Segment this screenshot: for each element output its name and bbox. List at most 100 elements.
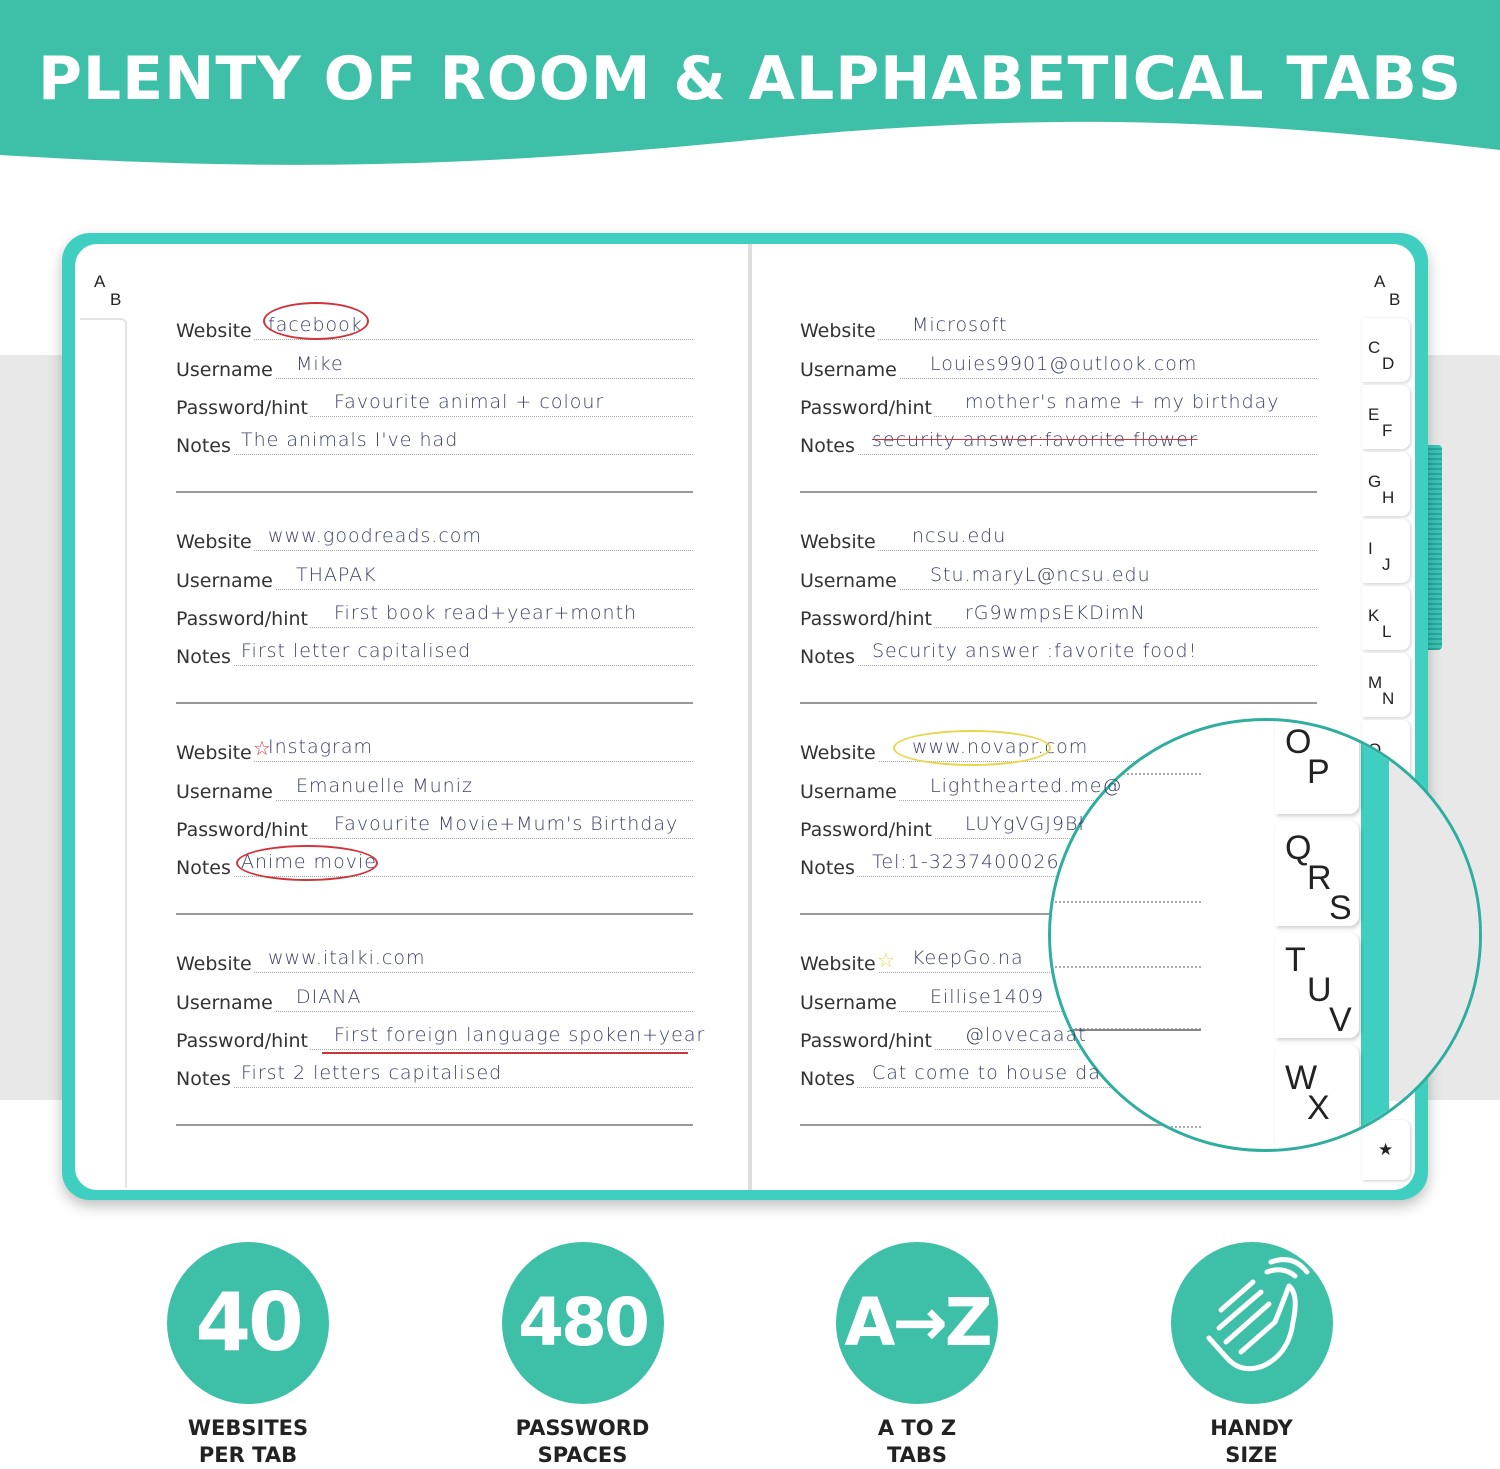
feature-label: WEBSITES PER TAB xyxy=(128,1415,368,1469)
tab-b[interactable]: B xyxy=(1389,290,1401,309)
feature-label-line1: HANDY xyxy=(1210,1416,1293,1440)
tab-letter: C xyxy=(1368,338,1381,357)
notes-value[interactable]: Tel:1-3237400026 xyxy=(872,851,1060,873)
tab-letter: W xyxy=(1285,1059,1318,1097)
notes-label: Notes xyxy=(800,857,857,879)
tab-letter: E xyxy=(1368,405,1380,424)
password-value[interactable]: Favourite animal + colour xyxy=(334,391,605,413)
feature-badge: 480 xyxy=(501,1242,664,1404)
left-tab-b[interactable]: B xyxy=(110,290,122,309)
entry-separator xyxy=(176,1124,693,1126)
password-value[interactable]: mother's name + my birthday xyxy=(965,391,1280,413)
tab-letter: P xyxy=(1307,753,1330,791)
username-value[interactable]: THAPAK xyxy=(296,564,377,586)
password-value[interactable]: First foreign language spoken+year xyxy=(334,1024,706,1046)
tab-letter: K xyxy=(1368,606,1380,625)
website-value[interactable]: www.italki.com xyxy=(268,947,426,969)
header-banner xyxy=(0,0,1500,165)
tab-letter: Q xyxy=(1285,829,1312,867)
tab-letter: S xyxy=(1329,889,1352,927)
website-label: Website xyxy=(176,953,254,975)
entry-separator xyxy=(176,491,693,493)
entry-line xyxy=(800,838,1200,839)
magnified-dotline xyxy=(1051,1126,1201,1128)
tab-letter: H xyxy=(1382,488,1395,507)
website-value[interactable]: Microsoft xyxy=(912,314,1008,336)
feature-badge: A→Z xyxy=(836,1242,998,1404)
tab-a[interactable]: A xyxy=(1374,272,1386,291)
password-value[interactable]: rG9wmpsEKDimN xyxy=(965,602,1146,624)
website-row: Website facebook xyxy=(176,312,693,342)
feature-label-line1: WEBSITES xyxy=(187,1416,309,1440)
password-row: Password/hint First book read+year+month xyxy=(176,600,693,630)
entry-line xyxy=(800,589,1317,590)
notes-value[interactable]: security answer:favorite flower xyxy=(872,429,1198,451)
website-value[interactable]: ncsu.edu xyxy=(912,525,1007,547)
notes-value[interactable]: Security answer :favorite food! xyxy=(872,640,1198,662)
magnified-cover xyxy=(1361,721,1389,1149)
tab-letter: M xyxy=(1368,673,1383,692)
website-value[interactable]: www.goodreads.com xyxy=(268,525,482,547)
username-label: Username xyxy=(176,781,275,803)
website-row: Website Microsoft xyxy=(800,312,1317,342)
password-value[interactable]: LUYgVGJ9Bł xyxy=(965,813,1085,835)
magnified-separator xyxy=(1051,1029,1201,1031)
password-value[interactable]: First book read+year+month xyxy=(334,602,638,624)
entry-line xyxy=(800,454,1317,455)
notes-row: Notes The animals I've had xyxy=(176,427,693,457)
entry-line xyxy=(800,972,1200,973)
password-label: Password/hint xyxy=(176,397,310,419)
entry-line xyxy=(800,1011,1200,1012)
notes-value[interactable]: Cat come to house da xyxy=(872,1062,1101,1084)
password-label: Password/hint xyxy=(176,608,310,630)
entry-separator xyxy=(800,913,1200,915)
notes-value[interactable]: First letter capitalised xyxy=(241,640,472,662)
tab-letter: I xyxy=(1368,539,1373,558)
website-value[interactable]: KeepGo.na xyxy=(912,947,1024,969)
username-value[interactable]: Lighthearted.me@ xyxy=(930,775,1123,797)
notes-row: Notes security answer:favorite flower xyxy=(800,427,1317,457)
left-tab-a[interactable]: A xyxy=(94,272,106,291)
entry-line xyxy=(176,378,693,379)
username-value[interactable]: DIANA xyxy=(296,986,362,1008)
username-label: Username xyxy=(800,992,899,1014)
password-value[interactable]: Favourite Movie+Mum's Birthday xyxy=(334,813,679,835)
notes-label: Notes xyxy=(176,1068,233,1090)
website-row: Website Instagram xyxy=(176,734,693,764)
entry-line xyxy=(176,1049,693,1050)
notes-value[interactable]: The animals I've had xyxy=(241,429,459,451)
magnified-dotline xyxy=(1051,773,1201,775)
password-row: Password/hint Favourite Movie+Mum's Birth… xyxy=(176,811,693,841)
username-value[interactable]: Louies9901@outlook.com xyxy=(930,353,1198,375)
entry-line xyxy=(176,1011,693,1012)
entry-separator xyxy=(176,913,693,915)
entry-line xyxy=(176,876,693,877)
password-row: Password/hint First foreign language spok… xyxy=(176,1022,704,1052)
username-label: Username xyxy=(800,570,899,592)
notes-row: Notes Tel:1-3237400026 xyxy=(800,849,1200,879)
website-value[interactable]: Instagram xyxy=(268,736,374,758)
password-label: Password/hint xyxy=(800,819,934,841)
username-row: Username Emanuelle Muniz xyxy=(176,773,693,803)
tab-letter: N xyxy=(1382,689,1395,708)
highlight-ring xyxy=(263,302,369,340)
username-value[interactable]: Eillise1409 xyxy=(930,986,1045,1008)
magnified-dotline xyxy=(1051,966,1201,968)
left-tab-strip xyxy=(80,318,127,1188)
username-value[interactable]: Mike xyxy=(296,353,344,375)
password-value[interactable]: @lovecaaat xyxy=(965,1024,1087,1046)
username-value[interactable]: Stu.maryL@ncsu.edu xyxy=(930,564,1151,586)
username-value[interactable]: Emanuelle Muniz xyxy=(296,775,473,797)
entry-line xyxy=(176,1087,693,1088)
notes-value[interactable]: First 2 letters capitalised xyxy=(241,1062,503,1084)
